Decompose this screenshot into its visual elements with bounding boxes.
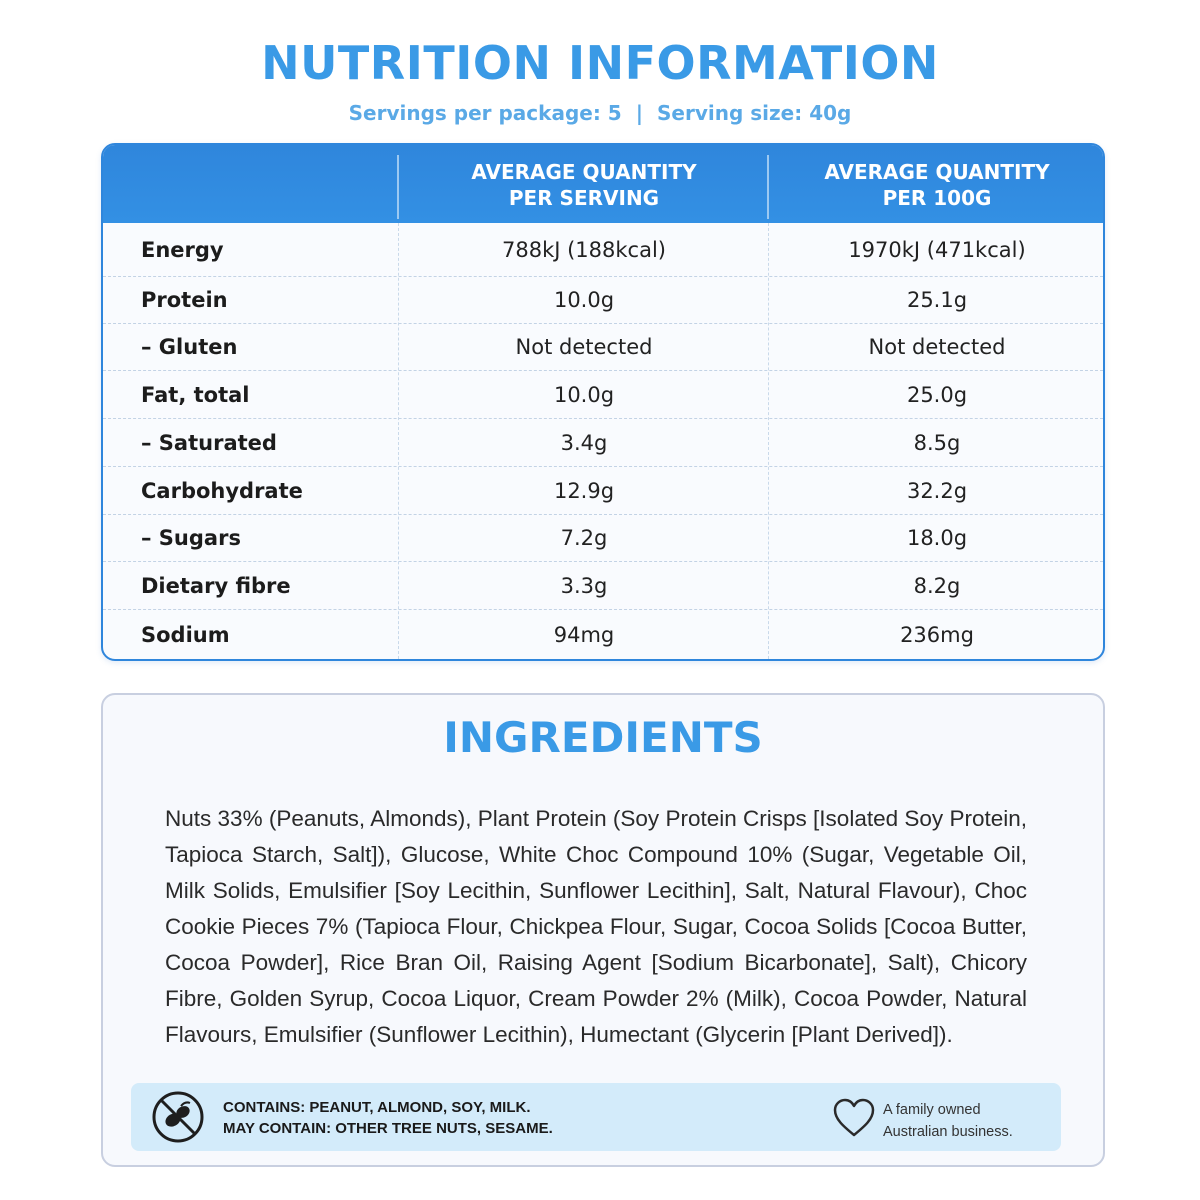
per-serving-value: 12.9g (553, 478, 615, 503)
header-per-100g-line2: PER 100G (882, 186, 992, 210)
nutrient-label: – Sugars (141, 526, 241, 550)
page-title: NUTRITION INFORMATION (261, 36, 939, 90)
nutrition-row: Carbohydrate 12.9g 32.2g (103, 466, 1103, 514)
ingredients-text: Nuts 33% (Peanuts, Almonds), Plant Prote… (165, 806, 1027, 1047)
servings-separator: | (635, 101, 644, 125)
serving-size: Serving size: 40g (657, 101, 852, 125)
family-line1: A family owned (883, 1102, 981, 1118)
ingredients-card: INGREDIENTS Nuts 33% (Peanuts, Almonds),… (101, 693, 1105, 1167)
per-100g-value: 18.0g (906, 526, 968, 550)
ingredients-title: INGREDIENTS (443, 713, 763, 762)
nutrition-row: Dietary fibre 3.3g 8.2g (103, 561, 1103, 609)
header-per-100g: AVERAGE QUANTITY PER 100G (769, 159, 1103, 211)
servings-per-package: Servings per package: 5 (348, 101, 622, 125)
nutrient-label: – Gluten (141, 335, 238, 359)
per-serving-value: 10.0g (553, 382, 615, 407)
per-100g-value: 236mg (900, 622, 974, 647)
header-per-100g-line1: AVERAGE QUANTITY (824, 160, 1050, 184)
nutrient-label: – Saturated (141, 430, 277, 455)
column-divider (768, 223, 770, 659)
header-divider (397, 155, 399, 219)
allergen-statement: CONTAINS: PEANUT, ALMOND, SOY, MILK. MAY… (223, 1097, 553, 1139)
servings-info: Servings per package: 5 | Serving size: 40… (0, 101, 1200, 125)
family-business-note: A family owned Australian business. (883, 1099, 1013, 1143)
header-per-serving-line2: PER SERVING (508, 186, 660, 210)
per-100g-value: 1970kJ (471kcal) (848, 237, 1026, 262)
heart-icon (833, 1098, 875, 1137)
nutrition-table: AVERAGE QUANTITY PER SERVING AVERAGE QUA… (101, 143, 1105, 661)
per-100g-value: 8.2g (913, 573, 961, 598)
nutrition-row: Fat, total 10.0g 25.0g (103, 370, 1103, 418)
nutrition-row: – Saturated 3.4g 8.5g (103, 418, 1103, 466)
per-100g-value: 32.2g (906, 478, 968, 503)
nutrition-table-header: AVERAGE QUANTITY PER SERVING AVERAGE QUA… (103, 145, 1103, 223)
nutrient-label: Sodium (141, 622, 230, 647)
allergen-bar: CONTAINS: PEANUT, ALMOND, SOY, MILK. MAY… (131, 1083, 1061, 1151)
per-serving-value: Not detected (515, 335, 653, 359)
header-per-serving: AVERAGE QUANTITY PER SERVING (399, 159, 769, 211)
per-serving-value: 7.2g (560, 526, 608, 550)
nutrition-row: Protein 10.0g 25.1g (103, 276, 1103, 323)
no-nuts-icon (152, 1091, 204, 1143)
may-contain-text: MAY CONTAIN: OTHER TREE NUTS, SESAME. (223, 1120, 553, 1137)
per-serving-value: 3.3g (560, 573, 608, 598)
per-serving-value: 788kJ (188kcal) (502, 237, 666, 262)
nutrition-row: – Gluten Not detected Not detected (103, 323, 1103, 370)
per-serving-value: 3.4g (560, 430, 608, 455)
contains-text: CONTAINS: PEANUT, ALMOND, SOY, MILK. (223, 1099, 531, 1116)
nutrient-label: Energy (141, 237, 224, 262)
nutrient-label: Protein (141, 288, 228, 312)
per-100g-value: 25.0g (906, 382, 968, 407)
header-divider (767, 155, 769, 219)
nutrition-row: – Sugars 7.2g 18.0g (103, 514, 1103, 561)
per-100g-value: 8.5g (913, 430, 961, 455)
family-line2: Australian business. (883, 1124, 1013, 1140)
nutrient-label: Dietary fibre (141, 573, 291, 598)
per-100g-value: Not detected (868, 335, 1006, 359)
header-per-serving-line1: AVERAGE QUANTITY (471, 160, 697, 184)
per-serving-value: 94mg (553, 622, 615, 647)
nutrient-label: Carbohydrate (141, 478, 303, 503)
nutrition-row: Sodium 94mg 236mg (103, 609, 1103, 659)
per-100g-value: 25.1g (906, 288, 968, 312)
nutrient-label: Fat, total (141, 382, 250, 407)
column-divider (398, 223, 400, 659)
nutrition-row: Energy 788kJ (188kcal) 1970kJ (471kcal) (103, 223, 1103, 276)
per-serving-value: 10.0g (553, 288, 615, 312)
